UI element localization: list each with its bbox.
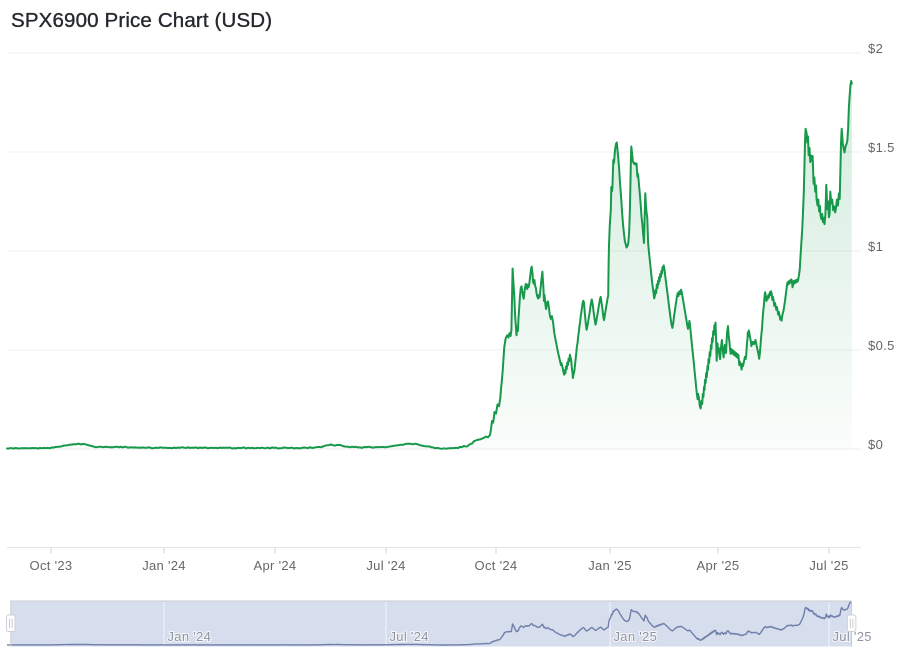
svg-text:$1: $1 xyxy=(868,239,883,254)
svg-text:Apr '24: Apr '24 xyxy=(254,558,297,573)
svg-text:Jan '24: Jan '24 xyxy=(142,558,186,573)
svg-text:$1.5: $1.5 xyxy=(868,140,895,155)
svg-text:Oct '23: Oct '23 xyxy=(30,558,73,573)
svg-text:Jul '24: Jul '24 xyxy=(366,558,405,573)
svg-text:Apr '25: Apr '25 xyxy=(697,558,740,573)
svg-text:$0.5: $0.5 xyxy=(868,338,895,353)
svg-text:SPX6900 Price Chart (USD): SPX6900 Price Chart (USD) xyxy=(11,9,272,32)
svg-text:Jan '25: Jan '25 xyxy=(614,629,658,644)
svg-text:Jan '24: Jan '24 xyxy=(168,629,212,644)
svg-text:Jul '24: Jul '24 xyxy=(390,629,429,644)
svg-text:Jul '25: Jul '25 xyxy=(809,558,848,573)
svg-text:Oct '24: Oct '24 xyxy=(475,558,518,573)
svg-text:$2: $2 xyxy=(868,41,883,56)
svg-text:Jan '25: Jan '25 xyxy=(588,558,632,573)
svg-text:$0: $0 xyxy=(868,437,883,452)
